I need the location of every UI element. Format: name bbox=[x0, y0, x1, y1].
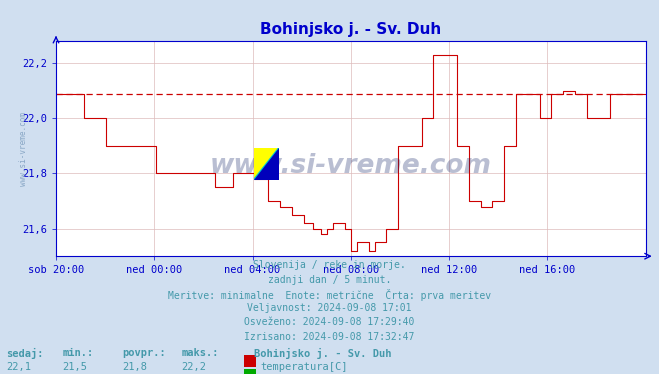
Text: Slovenija / reke in morje.: Slovenija / reke in morje. bbox=[253, 260, 406, 270]
Bar bbox=[244, 369, 256, 374]
Text: zadnji dan / 5 minut.: zadnji dan / 5 minut. bbox=[268, 275, 391, 285]
Text: min.:: min.: bbox=[63, 348, 94, 358]
Text: Bohinjsko j. - Sv. Duh: Bohinjsko j. - Sv. Duh bbox=[254, 348, 391, 359]
Text: Osveženo: 2024-09-08 17:29:40: Osveženo: 2024-09-08 17:29:40 bbox=[244, 318, 415, 328]
Text: www.si-vreme.com: www.si-vreme.com bbox=[210, 153, 492, 179]
Text: Veljavnost: 2024-09-08 17:01: Veljavnost: 2024-09-08 17:01 bbox=[247, 303, 412, 313]
Text: temperatura[C]: temperatura[C] bbox=[260, 362, 348, 372]
Text: 21,5: 21,5 bbox=[63, 362, 88, 372]
Polygon shape bbox=[254, 148, 279, 180]
Text: 22,2: 22,2 bbox=[181, 362, 206, 372]
Bar bbox=[244, 355, 256, 367]
Title: Bohinjsko j. - Sv. Duh: Bohinjsko j. - Sv. Duh bbox=[260, 22, 442, 37]
Text: www.si-vreme.com: www.si-vreme.com bbox=[19, 112, 28, 186]
Text: 22,1: 22,1 bbox=[7, 362, 32, 372]
Text: 21,8: 21,8 bbox=[122, 362, 147, 372]
Text: Meritve: minimalne  Enote: metrične  Črta: prva meritev: Meritve: minimalne Enote: metrične Črta:… bbox=[168, 289, 491, 301]
Text: maks.:: maks.: bbox=[181, 348, 219, 358]
Polygon shape bbox=[254, 148, 279, 180]
Text: sedaj:: sedaj: bbox=[7, 348, 44, 359]
Polygon shape bbox=[254, 148, 279, 180]
Text: Izrisano: 2024-09-08 17:32:47: Izrisano: 2024-09-08 17:32:47 bbox=[244, 332, 415, 341]
Text: povpr.:: povpr.: bbox=[122, 348, 165, 358]
